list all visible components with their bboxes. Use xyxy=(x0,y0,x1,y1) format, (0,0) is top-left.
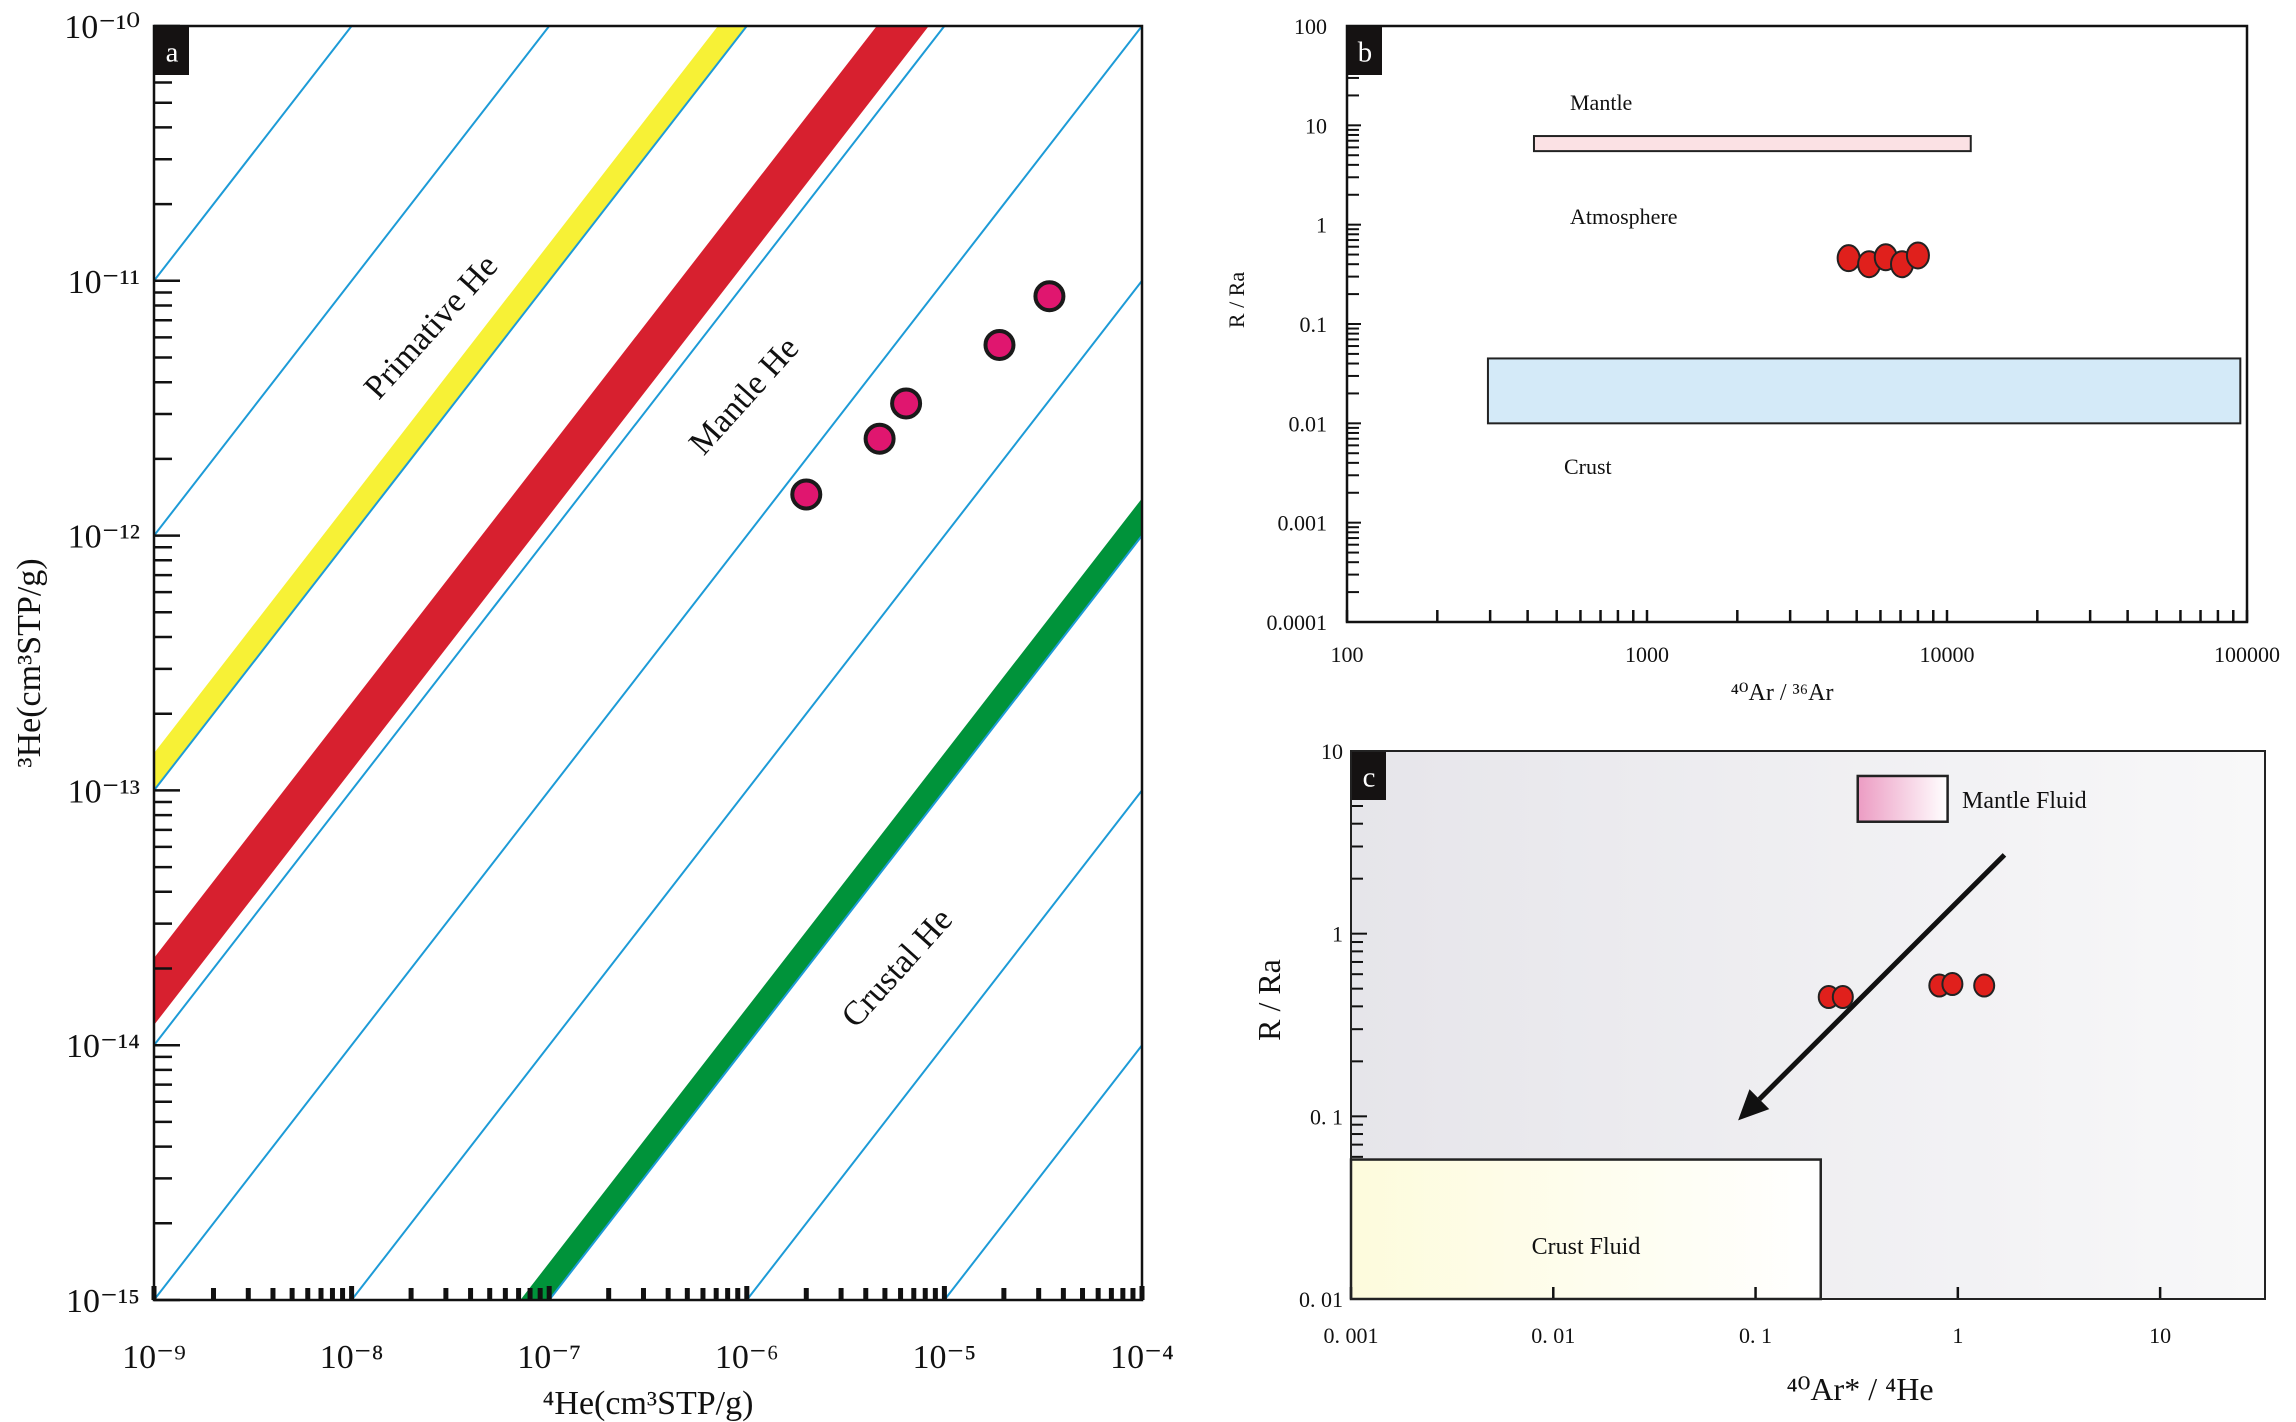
x-tick-label: 1000 xyxy=(1625,642,1669,667)
y-tick-label: 10⁻¹⁵ xyxy=(66,1283,140,1320)
y-tick-label: 0. 01 xyxy=(1299,1287,1343,1312)
trend-arrow-shaft xyxy=(1757,853,2007,1101)
data-point xyxy=(1973,973,1996,998)
region-label: Mantle Fluid xyxy=(1962,788,2087,814)
panel-letter-a: a xyxy=(166,37,179,69)
panel-letter-b-box xyxy=(1348,27,1382,75)
x-tick-label: 0. 1 xyxy=(1739,1323,1772,1348)
region-label: Atmosphere xyxy=(1570,204,1678,229)
y-tick-label: 10⁻¹⁴ xyxy=(66,1028,140,1065)
x-axis-label: ⁴⁰Ar* / ⁴He xyxy=(1786,1371,1933,1407)
data-point xyxy=(863,422,896,455)
x-axis-label: ⁴He(cm³STP/g) xyxy=(543,1385,754,1422)
x-tick-label: 10⁻⁷ xyxy=(517,1339,581,1376)
panel-letter-b: b xyxy=(1358,37,1372,69)
plot-frame-b xyxy=(1345,24,2249,624)
band-1 xyxy=(154,26,929,1026)
band-2 xyxy=(520,498,1142,1300)
y-axis-label: ³He(cm³STP/g) xyxy=(11,558,48,767)
region-label: Mantle xyxy=(1570,90,1632,115)
panel-a-he3-vs-he4: 10⁻¹⁰ 10⁻¹¹ 10⁻¹² 10⁻¹³ 10⁻¹⁴ 10⁻¹⁵ 10⁻⁹ 10⁻⁸ 10… xyxy=(11,9,1174,1422)
region-label: Crust Fluid xyxy=(1532,1234,1641,1260)
y-tick-label: 10⁻¹¹ xyxy=(68,264,140,301)
data-point xyxy=(790,478,823,511)
x-axis-label: ⁴⁰Ar / ³⁶Ar xyxy=(1731,680,1834,706)
data-point xyxy=(1033,280,1066,313)
x-tick-label: 10⁻⁸ xyxy=(320,1339,384,1376)
plot-clip-a xyxy=(154,26,1142,1300)
isoline-3 xyxy=(154,26,946,1046)
isoline-5 xyxy=(350,280,1142,1300)
data-point xyxy=(983,328,1016,361)
y-tick-label: 0. 1 xyxy=(1310,1104,1343,1129)
isoline-6 xyxy=(548,534,1142,1300)
isoline-4 xyxy=(154,26,1142,1300)
data-point xyxy=(1831,985,1854,1010)
region-box-crust xyxy=(1486,357,2242,425)
y-tick-label: 10⁻¹² xyxy=(68,519,140,556)
panel-letter-a-box xyxy=(155,27,189,75)
y-tick-label: 1 xyxy=(1332,922,1343,947)
plot-frame-c xyxy=(1350,750,2266,1300)
region-box-mantle xyxy=(1532,135,1972,153)
x-tick-label: 10000 xyxy=(1920,642,1975,667)
y-tick-label: 0.001 xyxy=(1278,511,1328,536)
x-tick-label: 0. 01 xyxy=(1531,1323,1575,1348)
y-axis-label: R / Ra xyxy=(1251,959,1287,1041)
y-tick-label: 0.01 xyxy=(1289,411,1328,436)
isoline-7 xyxy=(746,789,1142,1300)
x-tick-label: 100000 xyxy=(2214,642,2280,667)
x-tick-label: 100 xyxy=(1331,642,1364,667)
x-tick-label: 10⁻⁹ xyxy=(122,1339,186,1376)
x-tick-label: 0. 001 xyxy=(1324,1323,1379,1348)
y-tick-label: 10 xyxy=(1321,739,1343,764)
data-point xyxy=(1941,972,1964,997)
panel-c-rra-vs-ar40-he4: 10 1 0. 1 0. 01 0. 001 0. 01 0. 1 1 10 ⁴⁰Ar* / ⁴H… xyxy=(1251,739,2266,1407)
isoline-8 xyxy=(943,1044,1142,1300)
region-box-mantle-fluid xyxy=(1856,774,1949,823)
region-box-crust-fluid xyxy=(1349,1158,1822,1301)
y-axis-label: R / Ra xyxy=(1224,272,1249,328)
data-point xyxy=(890,387,923,420)
y-tick-label: 10⁻¹⁰ xyxy=(64,9,140,46)
y-tick-label: 10 xyxy=(1305,113,1327,138)
y-tick-label: 100 xyxy=(1294,14,1327,39)
panel-letter-c-box xyxy=(1352,752,1386,800)
data-point xyxy=(1836,244,1861,273)
isoline-0 xyxy=(154,26,353,282)
y-tick-label: 1 xyxy=(1316,213,1327,238)
y-tick-label: 10⁻¹³ xyxy=(68,773,140,810)
panel-letter-c: c xyxy=(1363,762,1376,794)
isoline-1 xyxy=(154,26,550,537)
x-tick-label: 10⁻⁴ xyxy=(1110,1339,1174,1376)
data-point xyxy=(1905,241,1930,270)
x-tick-label: 10 xyxy=(2149,1323,2171,1348)
trend-arrow-head-icon xyxy=(1738,1089,1770,1121)
plot-frame-a xyxy=(152,24,1144,1302)
x-tick-label: 10⁻⁵ xyxy=(912,1339,976,1376)
isoline-2 xyxy=(154,26,748,792)
x-tick-label: 10⁻⁶ xyxy=(715,1339,779,1376)
y-tick-label: 0.0001 xyxy=(1267,610,1328,635)
y-tick-label: 0.1 xyxy=(1300,312,1328,337)
region-label: Crust xyxy=(1564,454,1612,479)
x-tick-label: 1 xyxy=(1952,1323,1963,1348)
plot-area-b xyxy=(1347,26,2247,622)
